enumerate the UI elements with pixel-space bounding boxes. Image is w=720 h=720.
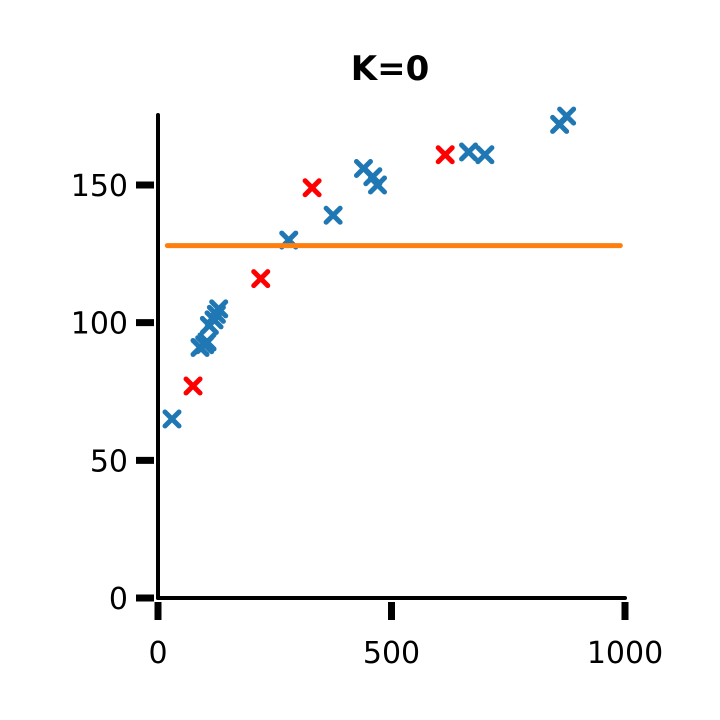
data-point <box>363 167 383 187</box>
data-point-stroke <box>162 409 182 429</box>
x-tick-label: 0 <box>148 636 167 671</box>
axes: 0 50 100 150 0 500 1000 <box>71 113 663 671</box>
data-point-stroke <box>302 178 322 198</box>
data-point <box>162 409 182 429</box>
data-point <box>323 205 343 225</box>
data-point-stroke <box>459 142 479 162</box>
plot-area <box>162 106 623 429</box>
data-point <box>459 142 479 162</box>
x-tick-label: 1000 <box>587 636 663 671</box>
x-tick-label: 500 <box>363 636 420 671</box>
data-point <box>209 299 229 319</box>
data-point <box>367 175 387 195</box>
data-point-stroke <box>251 269 271 289</box>
data-point-stroke <box>435 145 455 165</box>
data-point <box>183 376 203 396</box>
data-point <box>251 269 271 289</box>
y-tick-label: 100 <box>71 307 128 342</box>
data-point <box>557 106 577 126</box>
data-point-stroke <box>475 145 495 165</box>
data-point <box>197 332 217 352</box>
data-point-stroke <box>353 158 373 178</box>
y-tick-label: 150 <box>71 169 128 204</box>
chart-title: K=0 <box>351 49 430 89</box>
data-point-stroke <box>209 299 229 319</box>
y-tick-label: 50 <box>90 444 128 479</box>
data-point <box>302 178 322 198</box>
data-point-stroke <box>557 106 577 126</box>
data-point <box>475 145 495 165</box>
data-point-stroke <box>197 332 217 352</box>
data-point <box>435 145 455 165</box>
data-point-stroke <box>323 205 343 225</box>
data-point-stroke <box>367 175 387 195</box>
data-point-stroke <box>183 376 203 396</box>
y-tick-label: 0 <box>109 582 128 617</box>
data-point-stroke <box>363 167 383 187</box>
